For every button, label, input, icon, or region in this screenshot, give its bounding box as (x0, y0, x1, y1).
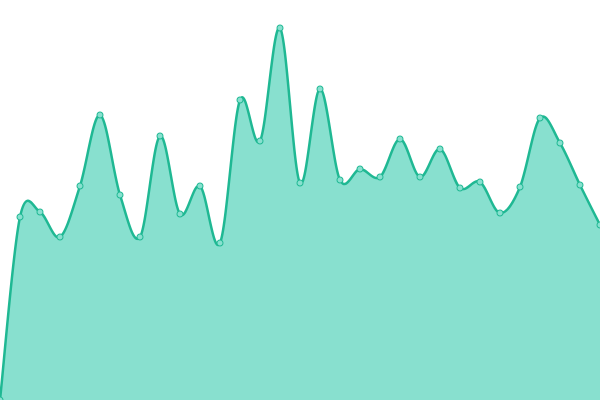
data-point (316, 85, 324, 93)
data-point (356, 165, 364, 173)
area-fill (0, 27, 600, 400)
data-point (576, 181, 584, 189)
data-point (256, 137, 264, 145)
data-point (456, 184, 464, 192)
data-point (236, 96, 244, 104)
data-point (136, 233, 144, 241)
data-point (596, 221, 600, 229)
data-point (536, 114, 544, 122)
data-point (556, 139, 564, 147)
data-point (116, 191, 124, 199)
data-point (156, 132, 164, 140)
data-point (516, 183, 524, 191)
data-point (476, 178, 484, 186)
data-point (416, 173, 424, 181)
data-point (216, 239, 224, 247)
data-point (276, 24, 284, 32)
data-point (376, 173, 384, 181)
data-point (56, 233, 64, 241)
data-point (96, 111, 104, 119)
data-point (436, 145, 444, 153)
data-point (76, 182, 84, 190)
data-point (336, 176, 344, 184)
data-point (496, 209, 504, 217)
data-point (196, 182, 204, 190)
data-point (296, 179, 304, 187)
data-point (0, 396, 4, 400)
data-point (176, 210, 184, 218)
data-point (36, 208, 44, 216)
data-point (396, 135, 404, 143)
data-point (16, 213, 24, 221)
